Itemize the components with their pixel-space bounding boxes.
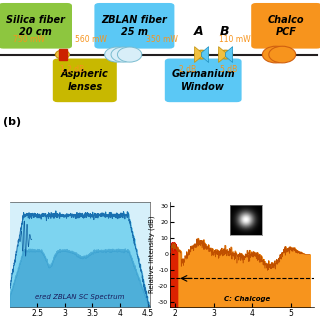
Circle shape xyxy=(195,50,209,59)
Bar xyxy=(59,49,67,60)
Text: (b): (b) xyxy=(3,117,21,127)
Circle shape xyxy=(105,47,129,62)
Text: 5 dB: 5 dB xyxy=(220,66,237,75)
Text: ered ZBLAN SC Spectrum: ered ZBLAN SC Spectrum xyxy=(35,294,125,300)
Text: C: Chalcoge: C: Chalcoge xyxy=(224,296,271,302)
Text: 2 dB: 2 dB xyxy=(179,66,196,75)
Text: Aspheric
lenses: Aspheric lenses xyxy=(61,69,109,92)
Text: 1.2 dB: 1.2 dB xyxy=(60,66,84,75)
FancyBboxPatch shape xyxy=(0,3,72,49)
Polygon shape xyxy=(219,47,226,62)
Polygon shape xyxy=(195,47,202,62)
Text: Silica fiber
20 cm: Silica fiber 20 cm xyxy=(6,15,65,37)
Text: 750 mW: 750 mW xyxy=(13,35,45,44)
Polygon shape xyxy=(202,47,209,62)
Text: 350 mW: 350 mW xyxy=(146,35,178,44)
Circle shape xyxy=(117,47,142,62)
Polygon shape xyxy=(226,47,233,62)
Text: 110 mW: 110 mW xyxy=(220,35,251,44)
Text: A: A xyxy=(194,25,203,38)
FancyBboxPatch shape xyxy=(165,59,242,102)
Circle shape xyxy=(219,50,233,59)
Circle shape xyxy=(111,47,135,62)
Text: Chalco
PCF: Chalco PCF xyxy=(268,15,305,37)
Text: Germanium
Window: Germanium Window xyxy=(172,69,235,92)
Circle shape xyxy=(269,46,296,63)
Y-axis label: Relative Intensity (dB): Relative Intensity (dB) xyxy=(149,216,155,293)
FancyBboxPatch shape xyxy=(53,59,117,102)
Circle shape xyxy=(262,46,289,63)
Text: B: B xyxy=(219,25,229,38)
Text: 560 mW: 560 mW xyxy=(75,35,107,44)
FancyBboxPatch shape xyxy=(251,3,320,49)
Circle shape xyxy=(55,50,69,59)
FancyBboxPatch shape xyxy=(94,3,174,49)
Text: ZBLAN fiber
25 m: ZBLAN fiber 25 m xyxy=(101,15,167,37)
